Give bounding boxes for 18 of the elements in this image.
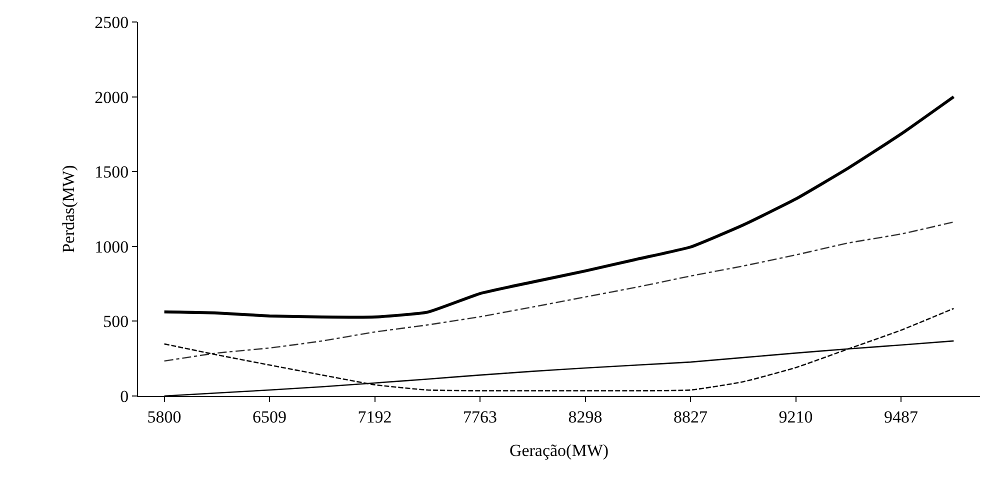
line-series (164, 221, 954, 362)
x-tick-label: 6509 (252, 407, 287, 426)
y-tick-label: 500 (103, 312, 129, 332)
line-series (162, 95, 956, 319)
y-tick-label: 2000 (94, 88, 129, 107)
x-tick-label: 8827 (674, 407, 708, 426)
y-tick-label: 1000 (94, 237, 129, 256)
x-tick-label: 5800 (147, 407, 182, 426)
x-tick-label: 9487 (884, 407, 919, 426)
y-axis-title: Perdas(MW) (59, 165, 78, 253)
x-tick-label: 7763 (463, 407, 498, 426)
y-tick-label: 2500 (94, 12, 129, 32)
x-axis-title: Geração(MW) (509, 440, 609, 460)
y-tick-label: 0 (120, 386, 129, 406)
y-tick-label: 1500 (94, 162, 129, 182)
x-tick-label: 7192 (358, 407, 392, 426)
x-tick-label: 9210 (778, 407, 813, 426)
x-tick-label: 8298 (568, 407, 602, 426)
